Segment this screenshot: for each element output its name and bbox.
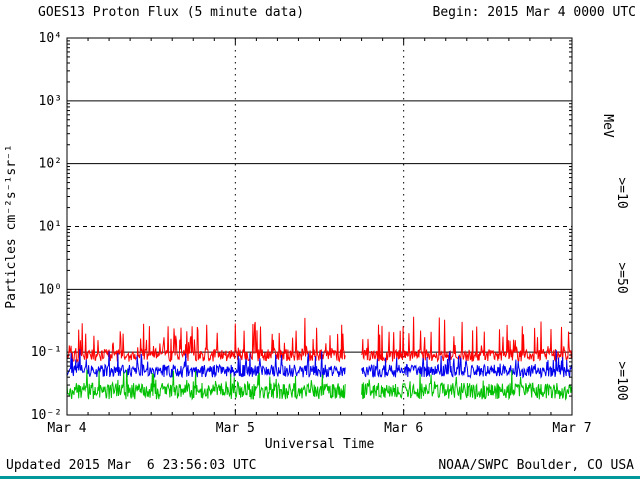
y-axis-title: Particles cm⁻²s⁻¹sr⁻¹ bbox=[4, 144, 19, 308]
x-tick-label: Mar 6 bbox=[384, 421, 423, 436]
y-tick-label: 10⁰ bbox=[39, 282, 62, 297]
attribution-label: NOAA/SWPC Boulder, CO USA bbox=[438, 458, 634, 473]
series-label-gte10: >=10 bbox=[614, 177, 629, 208]
begin-timestamp-label: Begin: 2015 Mar 4 0000 UTC bbox=[432, 5, 637, 20]
flux-series-gte100 bbox=[66, 369, 572, 401]
series-label-gte100: >=100 bbox=[614, 361, 629, 400]
x-tick-label: Mar 7 bbox=[552, 421, 591, 436]
footer-accent-bar bbox=[0, 476, 640, 479]
right-axis-title: MeV bbox=[600, 114, 615, 138]
y-tick-label: 10⁻¹ bbox=[31, 345, 62, 360]
y-tick-label: 10¹ bbox=[39, 220, 62, 235]
series-label-gte50: >=50 bbox=[614, 262, 629, 293]
x-tick-label: Mar 5 bbox=[216, 421, 255, 436]
y-tick-label: 10⁻² bbox=[31, 408, 62, 423]
chart-title: GOES13 Proton Flux (5 minute data) bbox=[38, 5, 305, 20]
y-tick-label: 10³ bbox=[39, 94, 62, 109]
flux-series-gte50 bbox=[66, 349, 572, 379]
y-tick-label: 10² bbox=[39, 157, 62, 172]
x-tick-label: Mar 4 bbox=[47, 421, 86, 436]
y-tick-label: 10⁴ bbox=[39, 31, 62, 46]
x-axis-title: Universal Time bbox=[265, 437, 375, 452]
updated-timestamp-label: Updated 2015 Mar 6 23:56:03 UTC bbox=[6, 458, 257, 473]
flux-series-gte10 bbox=[66, 316, 572, 364]
